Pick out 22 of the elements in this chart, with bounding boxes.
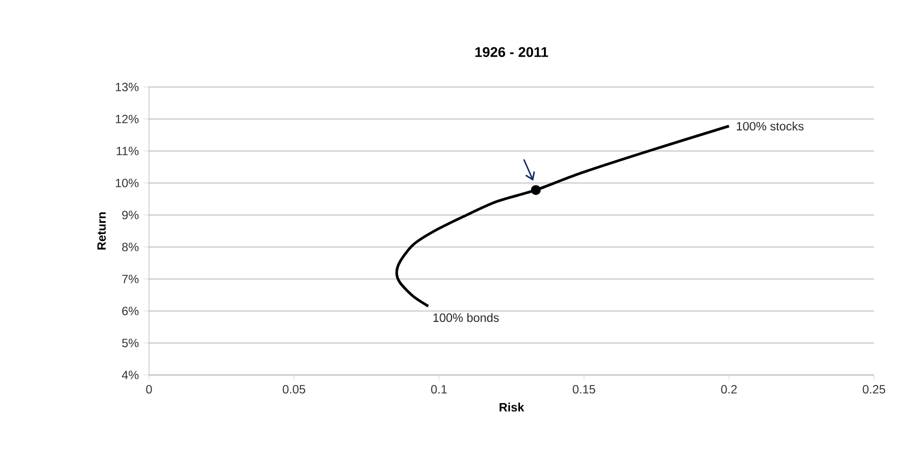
x-tick-label: 0.25 bbox=[862, 385, 886, 394]
y-tick-label: 11% bbox=[116, 146, 139, 156]
x-tick-label: 0 bbox=[146, 385, 152, 394]
x-tick-label: 0.05 bbox=[282, 385, 306, 394]
x-tick-label: 0.2 bbox=[721, 385, 737, 394]
y-tick-label: 9% bbox=[122, 210, 139, 220]
chart-title: 1926 - 2011 bbox=[475, 47, 548, 58]
annotation: 100% bonds bbox=[433, 313, 499, 322]
y-tick-label: 5% bbox=[122, 338, 139, 348]
y-tick-label: 8% bbox=[122, 242, 139, 252]
x-tick-label: 0.1 bbox=[431, 385, 447, 394]
line-series bbox=[395, 124, 730, 308]
x-axis-title: Risk bbox=[500, 402, 524, 412]
y-tick-label: 13% bbox=[116, 82, 139, 92]
y-tick-label: 6% bbox=[122, 306, 139, 316]
x-tick-label: 0.15 bbox=[572, 385, 596, 394]
y-tick-label: 12% bbox=[116, 114, 139, 124]
annotation: 100% stocks bbox=[736, 122, 804, 130]
y-tick-label: 4% bbox=[122, 370, 139, 380]
y-tick-label: 7% bbox=[122, 274, 139, 284]
y-tick-label: 10% bbox=[116, 178, 139, 188]
y-axis-title: Return bbox=[97, 212, 106, 250]
